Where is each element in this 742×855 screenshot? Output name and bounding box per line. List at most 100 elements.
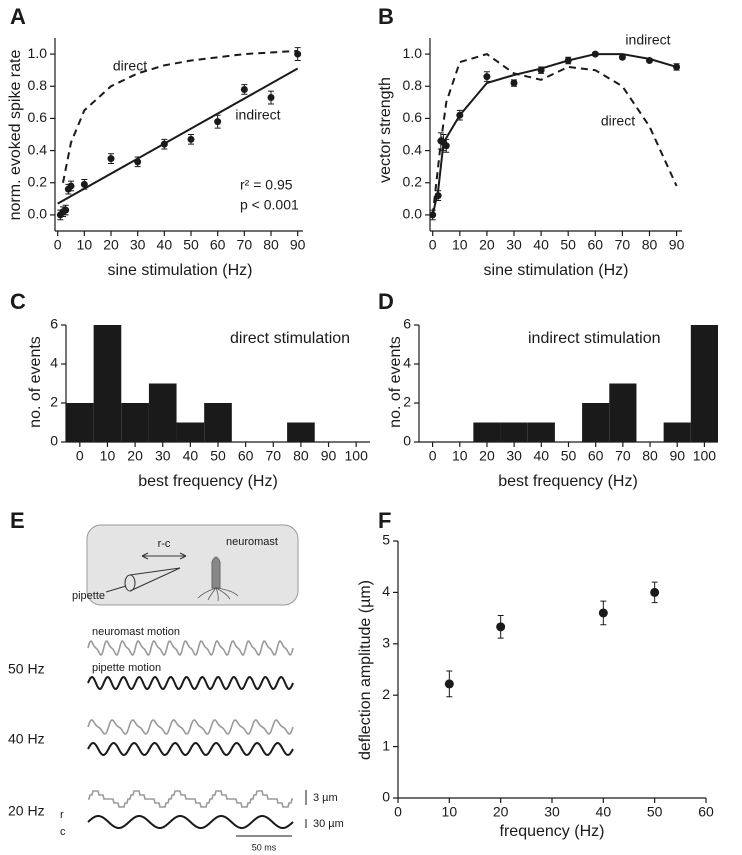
x-tick-label: 70 bbox=[615, 448, 631, 464]
traces bbox=[87, 639, 294, 829]
bar bbox=[473, 422, 501, 442]
x-tick-label: 50 bbox=[210, 448, 226, 464]
x-tick-label: 90 bbox=[290, 237, 306, 253]
data-point bbox=[510, 79, 518, 87]
data-point bbox=[598, 608, 608, 618]
x-axis-label: sine stimulation (Hz) bbox=[484, 262, 629, 279]
y-tick-label: 1.0 bbox=[28, 45, 48, 61]
data-point bbox=[442, 142, 450, 150]
x-tick-label: 20 bbox=[479, 448, 495, 464]
x-tick-label: 20 bbox=[493, 804, 509, 820]
neuromast-label: neuromast bbox=[226, 536, 278, 548]
x-tick-label: 80 bbox=[642, 237, 658, 253]
data-point bbox=[618, 53, 626, 61]
data-point bbox=[62, 206, 70, 214]
x-tick-label: 100 bbox=[693, 448, 717, 464]
bar bbox=[609, 383, 637, 442]
x-tick-label: 80 bbox=[293, 448, 309, 464]
x-tick-label: 40 bbox=[533, 237, 549, 253]
schematic-box bbox=[86, 524, 299, 606]
y-tick-label: 0.4 bbox=[28, 141, 48, 157]
x-tick-label: 10 bbox=[452, 448, 468, 464]
y-tick-label: 2 bbox=[403, 394, 411, 410]
x-axis-label: best frequency (Hz) bbox=[498, 473, 638, 490]
row-label: 20 Hz bbox=[8, 803, 45, 819]
annotation: direct stimulation bbox=[230, 330, 350, 347]
scale-label: 3 µm bbox=[313, 792, 338, 804]
scale-label: 30 µm bbox=[313, 818, 344, 830]
curve bbox=[431, 53, 677, 216]
y-tick-label: 0.8 bbox=[28, 77, 48, 93]
x-tick-label: 0 bbox=[76, 448, 84, 464]
x-tick-label: 90 bbox=[669, 237, 685, 253]
series-label: direct bbox=[113, 58, 147, 74]
y-tick-label: 0.6 bbox=[28, 109, 48, 125]
row-label: 40 Hz bbox=[8, 731, 45, 747]
x-tick-label: 30 bbox=[506, 237, 522, 253]
y-tick-label: 2 bbox=[382, 686, 390, 702]
neuromast-trace bbox=[87, 639, 294, 657]
x-tick-label: 30 bbox=[155, 448, 171, 464]
y-tick-label: 0.6 bbox=[403, 109, 423, 125]
panel-label: B bbox=[378, 4, 394, 29]
y-axis-label: deflection amplitude (µm) bbox=[357, 580, 374, 760]
x-tick-label: 80 bbox=[642, 448, 658, 464]
trace-title: pipette motion bbox=[92, 662, 161, 674]
neuromast-trace bbox=[87, 719, 294, 735]
x-tick-label: 30 bbox=[506, 448, 522, 464]
panel-e: E r-c neuromast pipette neuromast motion… bbox=[8, 508, 344, 853]
bar bbox=[663, 422, 691, 442]
data-point bbox=[187, 135, 195, 143]
x-tick-label: 40 bbox=[596, 804, 612, 820]
data-point bbox=[107, 155, 115, 163]
x-tick-label: 0 bbox=[54, 237, 62, 253]
series-label: indirect bbox=[235, 107, 280, 123]
bar bbox=[500, 422, 528, 442]
x-tick-label: 10 bbox=[442, 804, 458, 820]
x-tick-label: 70 bbox=[237, 237, 253, 253]
y-tick-label: 1.0 bbox=[403, 45, 423, 61]
series-label: direct bbox=[601, 113, 635, 129]
y-tick-label: 0.0 bbox=[28, 206, 48, 222]
x-tick-label: 100 bbox=[345, 448, 369, 464]
x-tick-label: 10 bbox=[452, 237, 468, 253]
data-point bbox=[496, 622, 506, 632]
x-tick-label: 20 bbox=[103, 237, 119, 253]
bar bbox=[148, 383, 177, 442]
pipette-label: pipette bbox=[72, 590, 105, 602]
neuromast-trace bbox=[88, 790, 293, 808]
pipette-trace bbox=[87, 741, 294, 757]
x-tick-label: 50 bbox=[647, 804, 663, 820]
data-point bbox=[267, 94, 275, 102]
data-point bbox=[483, 73, 491, 81]
x-tick-label: 60 bbox=[698, 804, 714, 820]
x-axis-label: sine stimulation (Hz) bbox=[108, 262, 253, 279]
pipette-trace bbox=[87, 815, 294, 829]
panel-label: F bbox=[378, 508, 391, 533]
x-tick-label: 10 bbox=[77, 237, 93, 253]
data-point bbox=[650, 587, 660, 597]
x-tick-label: 60 bbox=[588, 448, 604, 464]
neuromast-icon bbox=[211, 556, 221, 589]
y-tick-label: 2 bbox=[50, 394, 58, 410]
y-tick-label: 0 bbox=[403, 433, 411, 449]
distance-arrow bbox=[141, 552, 187, 560]
y-tick-label: 5 bbox=[382, 532, 390, 548]
y-tick-label: 0.0 bbox=[403, 206, 423, 222]
curve bbox=[62, 49, 298, 183]
y-tick-label: 0.8 bbox=[403, 77, 423, 93]
x-tick-label: 70 bbox=[265, 448, 281, 464]
y-tick-label: 6 bbox=[403, 316, 411, 332]
panel-label: E bbox=[10, 508, 25, 533]
x-tick-label: 70 bbox=[615, 237, 631, 253]
neuromast-roots bbox=[197, 587, 239, 602]
x-tick-label: 60 bbox=[588, 237, 604, 253]
scale-label: 50 ms bbox=[252, 842, 277, 852]
bar bbox=[527, 422, 555, 442]
scale-bars bbox=[236, 790, 307, 837]
annotation: indirect stimulation bbox=[528, 330, 661, 347]
x-tick-label: 0 bbox=[394, 804, 402, 820]
x-tick-label: 90 bbox=[669, 448, 685, 464]
y-tick-label: 1 bbox=[382, 737, 390, 753]
